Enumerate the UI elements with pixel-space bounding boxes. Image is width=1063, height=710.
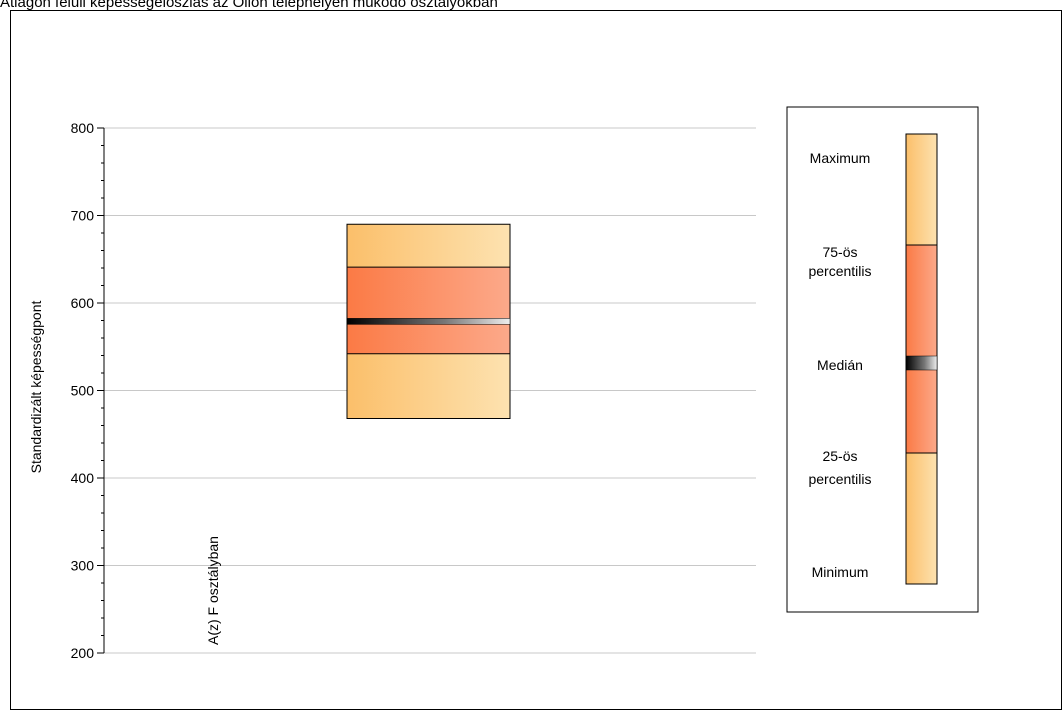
y-tick-labels: 200 300 400 500 600 700 800 [71, 120, 95, 661]
y-tick-label: 500 [71, 383, 95, 399]
legend-label-line: 25-ös [822, 448, 857, 464]
legend-swatch-median [905, 355, 938, 371]
y-tick-label: 800 [71, 120, 95, 136]
legend-label-line: Minimum [812, 564, 869, 580]
legend-label-line: percentilis [808, 263, 871, 279]
y-axis [97, 127, 105, 654]
y-tick-label: 600 [71, 295, 95, 311]
legend-label-line: Medián [817, 357, 863, 373]
legend-swatch-lower [905, 452, 938, 585]
legend-label: 25-ös percentilis [808, 448, 871, 487]
box-plot [346, 223, 511, 419]
chart-title: Átlagon felüli képességeloszlás az Olion… [0, 0, 498, 11]
legend-label: Maximum [810, 150, 871, 166]
category-label: A(z) F osztályban [205, 536, 221, 645]
legend-swatch-iqr [905, 244, 938, 454]
legend-bar [905, 133, 938, 585]
y-tick-label: 400 [71, 470, 95, 486]
y-tick-label: 700 [71, 208, 95, 224]
legend-label: Minimum [812, 564, 869, 580]
legend-labels: Maximum 75-ös percentilis Medián 25-ös percen… [808, 150, 871, 580]
legend-label-line: Maximum [810, 150, 871, 166]
legend-label: 75-ös percentilis [808, 244, 871, 279]
legend-label-line: percentilis [808, 471, 871, 487]
legend-label: Medián [817, 357, 863, 373]
legend-label-line: 75-ös [822, 244, 857, 260]
legend-swatch-upper [905, 133, 938, 246]
y-tick-label: 200 [71, 645, 95, 661]
box-median [346, 318, 511, 325]
y-tick-label: 300 [71, 558, 95, 574]
box-interquartile-range [346, 266, 511, 355]
y-axis-label: Standardizált képességpont [28, 301, 44, 474]
legend-frame [786, 106, 979, 613]
legend: Maximum 75-ös percentilis Medián 25-ös percen… [786, 106, 979, 613]
